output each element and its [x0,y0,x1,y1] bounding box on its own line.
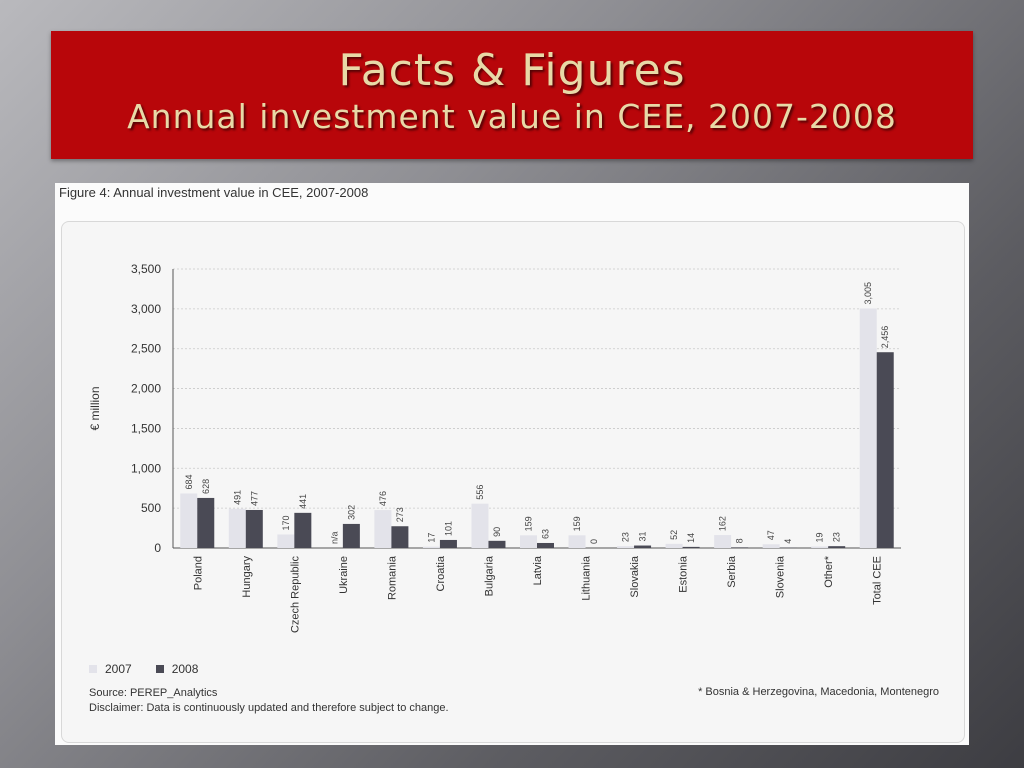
category-label: Total CEE [872,556,884,605]
category-label: Lithuania [581,555,593,601]
bar-2007-Poland [180,493,198,548]
bar-2008-Ukraine [342,523,360,548]
legend: 2007 2008 [89,662,216,676]
data-label-2007-Other*: 19 [815,532,825,542]
data-label-2007-Czech Republic: 170 [281,515,291,530]
bar-2008-Romania [391,526,409,548]
source-block: Source: PEREP_Analytics Disclaimer: Data… [89,686,449,716]
slide-subtitle: Annual investment value in CEE, 2007-200… [127,97,897,136]
category-label: Romania [386,555,398,600]
y-tick-label: 3,000 [131,302,161,316]
slide-title: Facts & Figures [338,45,686,96]
data-label-2008-Serbia: 8 [735,538,745,543]
bar-2008-Bulgaria [488,540,506,548]
data-label-2008-Estonia: 14 [686,533,696,543]
y-tick-label: 1,500 [131,421,161,435]
bar-2007-Slovakia [617,546,635,548]
category-label: Estonia [678,555,690,593]
figure-panel: Figure 4: Annual investment value in CEE… [55,183,969,745]
data-label-2008-Total CEE: 2,456 [880,326,890,349]
data-label-2007-Serbia: 162 [718,516,728,531]
data-label-2007-Lithuania: 159 [572,516,582,531]
chart-panel [61,221,965,743]
data-label-2007-Latvia: 159 [524,516,534,531]
bar-chart: 0 500 1,000 1,500 2,000 2,500 3,000 3,500 € mill… [88,262,901,634]
category-label: Poland [192,556,204,590]
disclaimer-text: Disclaimer: Data is continuously updated… [89,702,449,714]
category-label: Ukraine [338,556,350,594]
y-tick-label: 3,500 [131,262,161,276]
bar-2007-Other* [811,546,829,548]
bar-2007-Total CEE [859,308,877,548]
data-label-2008-Slovakia: 31 [638,532,648,542]
data-label-2007-Total CEE: 3,005 [863,282,873,305]
category-label: Latvia [532,555,544,585]
category-label: Slovenia [775,555,787,598]
data-label-2007-Romania: 476 [378,491,388,506]
bar-2008-Poland [197,497,215,548]
y-tick-label: 2,500 [131,342,161,356]
y-tick-label: 0 [154,541,161,555]
bar-2007-Hungary [228,508,246,548]
bar-2008-Estonia [682,546,700,548]
category-label: Czech Republic [289,556,301,634]
data-label-2007-Slovakia: 23 [621,532,631,542]
data-label-2008-Hungary: 477 [249,491,259,506]
data-label-2007-Hungary: 491 [232,490,242,505]
y-tick-label: 1,000 [131,461,161,475]
data-label-2007-Croatia: 17 [426,533,436,543]
category-label: Serbia [726,555,738,588]
bar-2008-Croatia [439,539,457,548]
data-label-2007-Estonia: 52 [669,530,679,540]
bar-2007-Latvia [520,535,537,548]
y-tick-label: 500 [141,501,161,515]
bar-2007-Serbia [714,535,732,548]
title-banner: Facts & Figures Annual investment value … [51,31,973,159]
bar-2007-Estonia [665,543,683,548]
y-axis-title: € million [88,386,102,430]
bar-2008-Total CEE [876,352,894,548]
data-label-2008-Croatia: 101 [443,521,453,536]
data-label-2008-Latvia: 63 [541,529,551,539]
bar-2007-Croatia [422,546,440,548]
data-label-2008-Bulgaria: 90 [492,527,502,537]
y-tick-label: 2,000 [131,382,161,396]
bar-2008-Slovakia [634,545,652,548]
legend-item-2008: 2008 [155,662,199,676]
data-label-2008-Slovenia: 4 [783,539,793,544]
data-label-2007-Bulgaria: 556 [475,485,485,500]
footnote-text: * Bosnia & Herzegovina, Macedonia, Monte… [698,686,939,698]
category-label: Slovakia [629,555,641,597]
bar-2007-Romania [374,510,392,548]
data-label-2008-Romania: 273 [395,507,405,522]
data-label-2008-Czech Republic: 441 [298,494,308,509]
legend-label-2007: 2007 [105,662,132,676]
legend-item-2007: 2007 [89,662,132,676]
data-label-2008-Lithuania: 0 [589,539,599,544]
bar-2007-Lithuania [568,535,586,548]
legend-swatch-2008 [155,665,164,673]
data-label-2007-Slovenia: 47 [766,530,776,540]
bar-2007-Bulgaria [471,503,489,548]
bar-2008-Czech Republic [294,512,312,548]
data-label-2007-Ukraine: n/a [329,531,339,544]
data-label-2007-Poland: 684 [184,474,194,489]
legend-swatch-2007 [89,665,97,673]
bar-2008-Other* [828,546,846,548]
bar-2007-Slovenia [762,544,780,548]
bar-2007-Czech Republic [277,534,295,548]
bar-2008-Latvia [537,542,554,548]
category-label: Other* [823,555,835,588]
legend-label-2008: 2008 [171,662,199,676]
bar-2008-Hungary [245,509,263,548]
source-text: Source: PEREP_Analytics [89,687,218,699]
category-label: Bulgaria [483,555,495,596]
figure-caption: Figure 4: Annual investment value in CEE… [59,185,369,200]
data-label-2008-Ukraine: 302 [346,505,356,520]
bar-2008-Serbia [731,547,749,548]
data-label-2008-Poland: 628 [201,479,211,494]
category-label: Croatia [435,555,447,591]
category-label: Hungary [241,556,253,598]
data-label-2008-Other*: 23 [832,532,842,542]
